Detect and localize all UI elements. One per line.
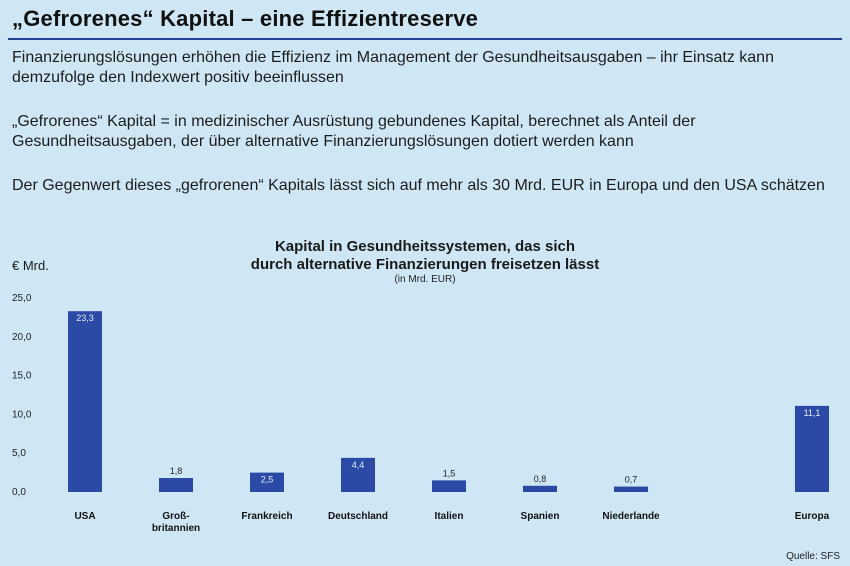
data-label: 2,5 — [261, 475, 274, 485]
bar — [341, 457, 375, 492]
category-label: Deutschland — [328, 511, 388, 522]
y-tick-label: 10,0 — [12, 409, 32, 420]
y-tick-label: 0,0 — [12, 487, 26, 498]
category-label: USA — [74, 511, 95, 522]
data-label: 0,7 — [625, 475, 638, 485]
estimate-paragraph: Der Gegenwert dieses „gefrorenen“ Kapita… — [12, 177, 825, 194]
category-label: Spanien — [521, 511, 560, 522]
y-axis-label: € Mrd. — [12, 258, 49, 273]
category-label: Niederlande — [602, 511, 660, 522]
data-label: 1,5 — [443, 468, 456, 478]
intro-paragraph: Finanzierungslösungen erhöhen die Effizi… — [12, 49, 774, 86]
definition-paragraph: „Gefrorenes“ Kapital = in medizinischer … — [12, 113, 696, 150]
chart-title-line-2: durch alternative Finanzierungen freiset… — [250, 256, 600, 273]
chart-title: Kapital in Gesundheitssystemen, das sich… — [0, 238, 850, 274]
y-tick-label: 20,0 — [12, 332, 32, 343]
data-label: 0,8 — [534, 474, 547, 484]
source-note: Quelle: SFS — [786, 551, 840, 562]
bar — [614, 486, 648, 492]
data-label: 1,8 — [170, 466, 183, 476]
y-tick-label: 25,0 — [12, 293, 32, 304]
y-tick-label: 5,0 — [12, 448, 26, 459]
bar — [432, 480, 466, 492]
title-divider — [8, 38, 842, 40]
bar — [795, 405, 829, 492]
bar — [523, 485, 557, 492]
data-label: 4,4 — [352, 460, 365, 470]
chart-subtitle: (in Mrd. EUR) — [394, 274, 456, 285]
chart-title-line-1: Kapital in Gesundheitssystemen, das sich — [274, 238, 576, 255]
bar — [68, 311, 102, 492]
bar — [159, 478, 193, 492]
category-label: Europa — [795, 511, 830, 522]
page-title: „Gefrorenes“ Kapital – eine Effizientres… — [12, 6, 479, 31]
category-label: Italien — [435, 511, 464, 522]
data-label: 23,3 — [76, 313, 94, 323]
category-label: britannien — [152, 523, 200, 534]
category-label: Frankreich — [241, 511, 292, 522]
y-tick-label: 15,0 — [12, 371, 32, 382]
category-label: Groß- — [162, 511, 189, 522]
data-label: 11,1 — [804, 408, 821, 418]
bar — [250, 472, 284, 492]
